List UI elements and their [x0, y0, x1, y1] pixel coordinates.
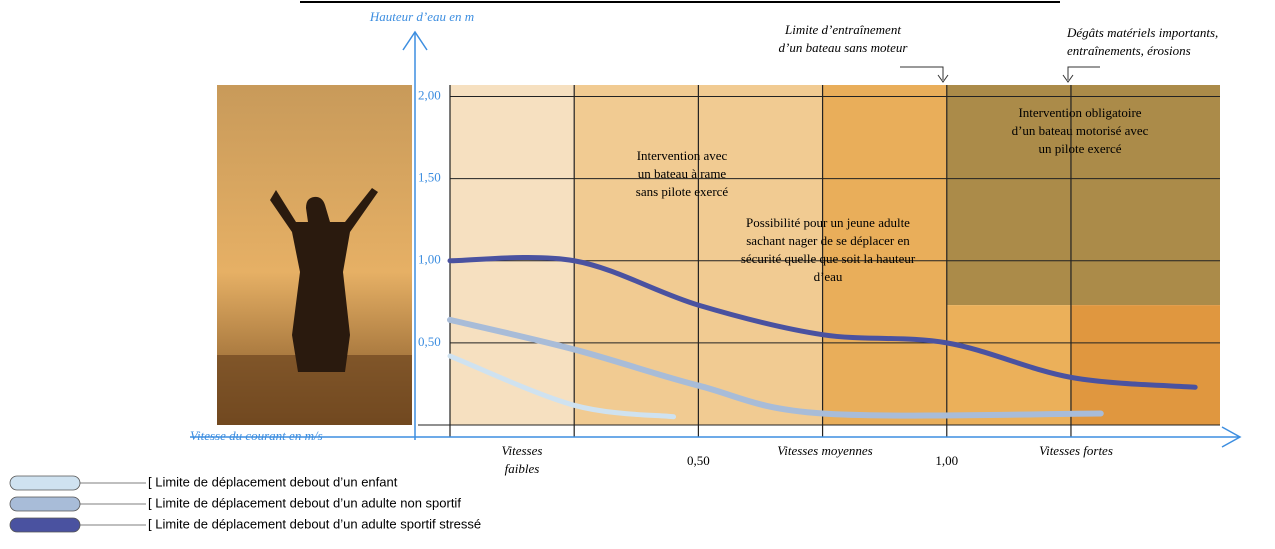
annotation: Dégâts matériels importants, — [1066, 25, 1218, 40]
zone-text: sans pilote exercé — [636, 184, 729, 199]
legend-label: [ Limite de déplacement debout d’un adul… — [148, 516, 481, 531]
zone-text: sécurité quelle que soit la hauteur — [741, 251, 916, 266]
y-tick-label: 1,50 — [418, 170, 441, 185]
annotation: d’un bateau sans moteur — [779, 40, 909, 55]
y-tick-label: 0,50 — [418, 334, 441, 349]
speed-label: Vitesses moyennes — [777, 443, 872, 458]
x-tick-label: 1,00 — [935, 453, 958, 468]
legend-swatch — [10, 518, 80, 532]
chart: 0,50 1,00 1,50 2,00 0,50 1,00 Vitesses faibles V… — [0, 0, 1275, 544]
zone-text: d’un bateau motorisé avec — [1012, 123, 1149, 138]
legend-label: [ Limite de déplacement debout d’un adul… — [148, 495, 461, 510]
limit-arrow — [900, 67, 948, 82]
zone — [1071, 305, 1220, 425]
zone-text: Possibilité pour un jeune adulte — [746, 215, 910, 230]
zone — [450, 85, 574, 425]
zone — [947, 305, 1071, 425]
legend-swatch — [10, 497, 80, 511]
legend-swatch — [10, 476, 80, 490]
y-tick-label: 2,00 — [418, 87, 441, 102]
speed-label: Vitesses — [502, 443, 543, 458]
speed-label: faibles — [505, 461, 540, 476]
zone-text: Intervention avec — [637, 148, 728, 163]
y-axis-label: Hauteur d’eau en m — [369, 9, 474, 24]
zone-text: un bateau à rame — [638, 166, 727, 181]
x-tick-label: 0,50 — [687, 453, 710, 468]
photo — [217, 85, 412, 425]
y-tick-label: 1,00 — [418, 252, 441, 267]
x-axis-label: Vitesse du courant en m/s — [190, 428, 323, 443]
legend-label: [ Limite de déplacement debout d’un enfa… — [148, 474, 398, 489]
zone-text: sachant nager de se déplacer en — [746, 233, 910, 248]
zone-text: un pilote exercé — [1038, 141, 1121, 156]
annotation: entraînements, érosions — [1067, 43, 1191, 58]
zone-text: Intervention obligatoire — [1018, 105, 1141, 120]
zone-text: d’eau — [814, 269, 843, 284]
annotation: Limite d’entraînement — [784, 22, 901, 37]
page: 0,50 1,00 1,50 2,00 0,50 1,00 Vitesses faibles V… — [0, 0, 1275, 544]
speed-label: Vitesses fortes — [1039, 443, 1113, 458]
damage-arrow — [1063, 67, 1100, 82]
